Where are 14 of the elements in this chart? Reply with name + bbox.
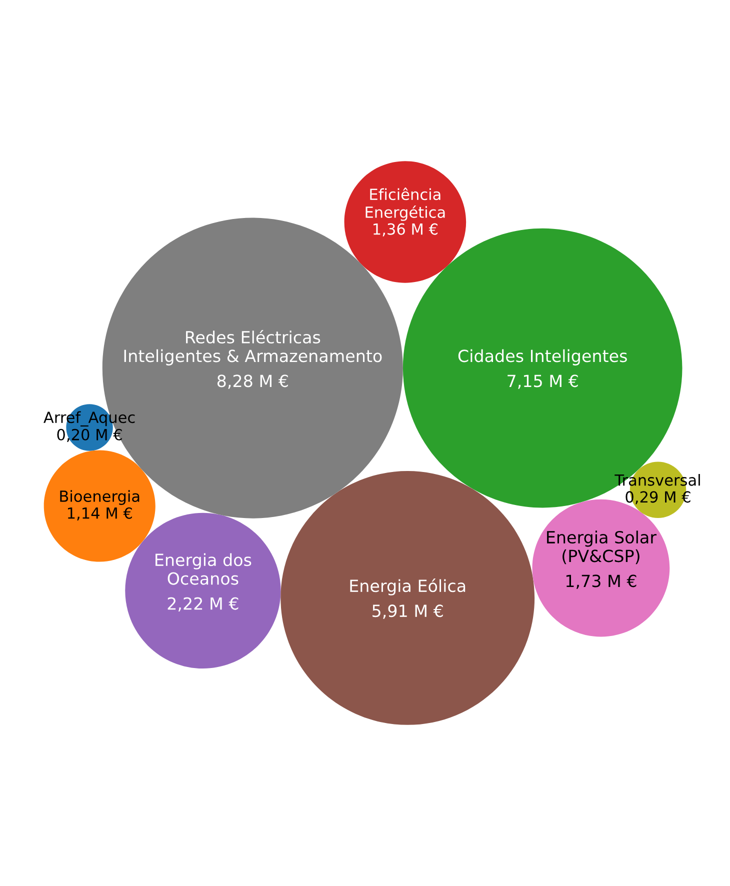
- data-label: 2,22 M €: [168, 597, 238, 612]
- category-label: Energia Solar (PV&CSP): [547, 530, 657, 564]
- data-label: 1,73 M €: [566, 574, 636, 589]
- data-label: 1,36 M €: [374, 223, 438, 236]
- data-label: 5,91 M €: [372, 604, 443, 619]
- category-label: Eficiência Energética: [366, 188, 445, 221]
- data-label: 1,14 M €: [68, 507, 132, 520]
- category-label: Energia Eólica: [350, 578, 466, 596]
- category-label: Energia dos Oceanos: [156, 553, 252, 585]
- data-label: 8,28 M €: [217, 374, 288, 389]
- category-label: Redes Eléctricas Inteligentes & Armazenamento: [124, 330, 382, 366]
- data-label: 7,15 M €: [508, 374, 578, 389]
- category-label: Cidades Inteligentes: [458, 349, 627, 366]
- category-label: Bioenergia: [60, 490, 140, 505]
